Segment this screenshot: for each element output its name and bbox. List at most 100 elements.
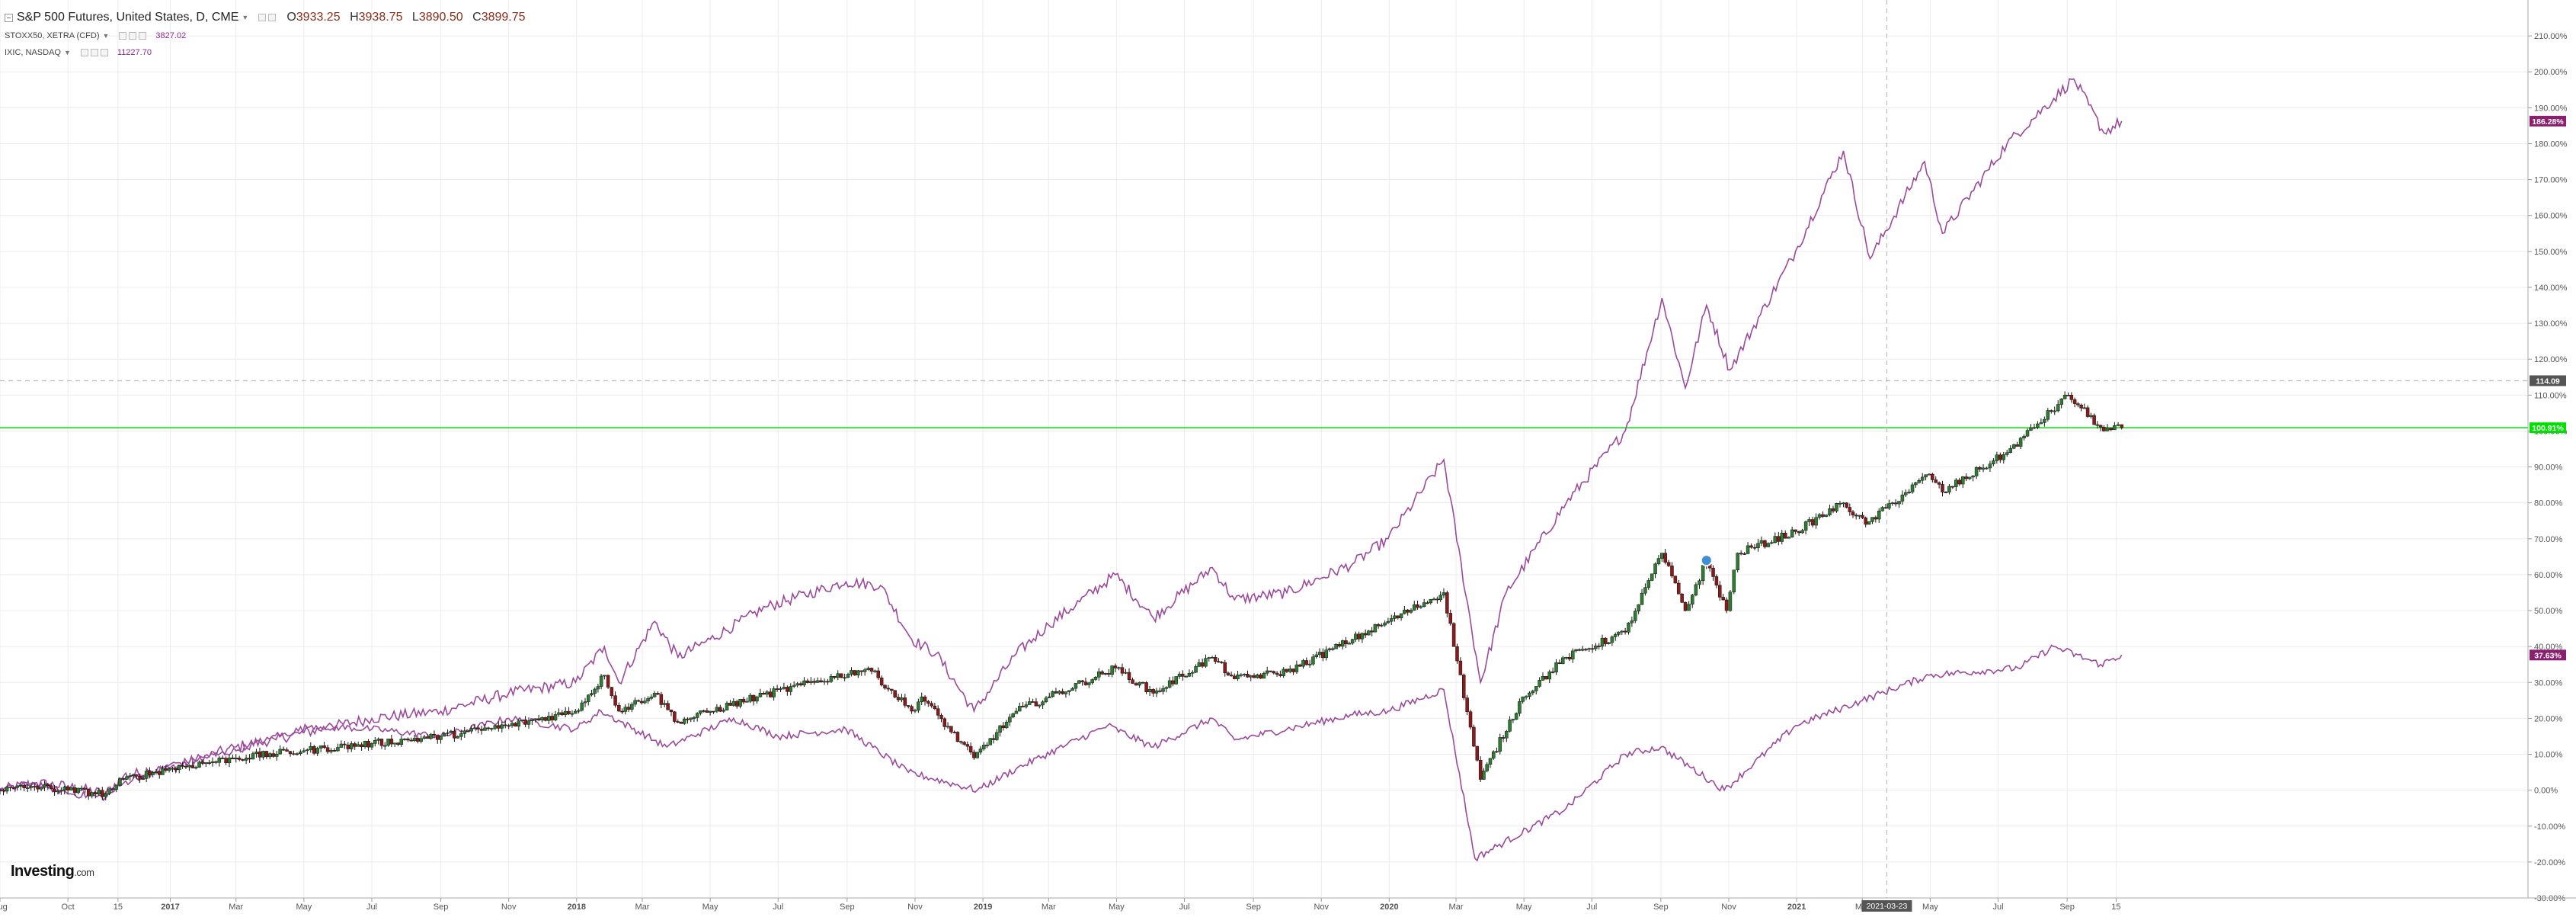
candle-body bbox=[90, 792, 94, 797]
candle-body bbox=[207, 762, 211, 764]
visibility-toggle-icon[interactable] bbox=[119, 32, 127, 40]
candle-body bbox=[1854, 515, 1858, 517]
candle-body bbox=[94, 792, 98, 795]
candle-body bbox=[295, 753, 299, 755]
y-tick-label: 30.00% bbox=[2534, 678, 2563, 688]
x-tick-label: Nov bbox=[1721, 903, 1736, 912]
candle-body bbox=[939, 715, 943, 720]
candle-body bbox=[1442, 592, 1446, 596]
candle-body bbox=[72, 787, 77, 794]
candle-body bbox=[866, 668, 870, 670]
ohlc-values: O3933.25 H3938.75 L3890.50 C3899.75 bbox=[286, 11, 531, 24]
chevron-down-icon[interactable]: ▼ bbox=[102, 32, 110, 40]
candle-body bbox=[1161, 688, 1165, 692]
candle-body bbox=[1978, 467, 1982, 470]
compare-series-title[interactable]: IXIC, NASDAQ bbox=[5, 48, 61, 57]
event-marker-icon[interactable] bbox=[1700, 554, 1713, 567]
candle-body bbox=[422, 736, 427, 739]
candle-body bbox=[1285, 669, 1289, 672]
candle-body bbox=[1468, 711, 1473, 728]
x-tick-label: 2020 bbox=[1380, 903, 1398, 912]
candle-body bbox=[1269, 670, 1272, 672]
close-icon[interactable] bbox=[139, 32, 147, 40]
candle-body bbox=[164, 768, 168, 771]
candle-body bbox=[254, 752, 258, 754]
candle-body bbox=[815, 680, 820, 683]
candle-body bbox=[1900, 494, 1905, 502]
candle-body bbox=[456, 736, 460, 739]
candle-body bbox=[2082, 407, 2087, 409]
candle-body bbox=[1167, 680, 1172, 688]
candle-body bbox=[702, 710, 706, 712]
visibility-toggle-icon[interactable] bbox=[258, 14, 267, 21]
candle-body bbox=[779, 688, 782, 690]
candle-body bbox=[181, 765, 184, 767]
candle-body bbox=[1746, 545, 1750, 554]
y-tick-label: -10.00% bbox=[2534, 822, 2565, 832]
settings-icon[interactable] bbox=[90, 49, 98, 56]
y-tick-label: 110.00% bbox=[2534, 391, 2567, 400]
candle-body bbox=[1396, 615, 1400, 618]
candle-body bbox=[2056, 404, 2060, 412]
candle-body bbox=[214, 761, 218, 763]
x-tick-label: Sep bbox=[434, 903, 449, 912]
candle-body bbox=[315, 748, 319, 754]
candle-body bbox=[128, 775, 132, 778]
legend-collapse-icon[interactable] bbox=[5, 13, 13, 22]
candle-body bbox=[1233, 675, 1237, 679]
compare-series-title[interactable]: STOXX50, XETRA (CFD) bbox=[5, 31, 100, 40]
settings-icon[interactable] bbox=[129, 32, 137, 40]
candle-body bbox=[79, 787, 84, 790]
candle-body bbox=[1370, 630, 1374, 633]
candle-body bbox=[1964, 476, 1968, 479]
candle-body bbox=[2059, 398, 2063, 405]
candle-body bbox=[1547, 672, 1552, 680]
candle-body bbox=[157, 771, 162, 775]
candle-body bbox=[1001, 725, 1006, 729]
candle-body bbox=[503, 724, 507, 726]
settings-icon[interactable] bbox=[268, 14, 277, 21]
y-tick-label: 10.00% bbox=[2534, 751, 2563, 760]
candle-body bbox=[662, 703, 667, 705]
candle-body bbox=[2025, 430, 2030, 437]
chevron-down-icon[interactable]: ▼ bbox=[63, 49, 71, 56]
candle-body bbox=[1014, 710, 1019, 714]
candle-body bbox=[2011, 444, 2016, 449]
candle-body bbox=[731, 701, 736, 706]
candle-body bbox=[83, 787, 87, 790]
chevron-down-icon[interactable]: ▼ bbox=[242, 14, 249, 21]
candle-body bbox=[533, 718, 538, 720]
candle-body bbox=[1787, 537, 1790, 539]
candle-body bbox=[1307, 663, 1312, 665]
candle-body bbox=[2, 790, 5, 792]
candle-body bbox=[466, 730, 470, 733]
candle-body bbox=[1291, 669, 1295, 672]
candle-body bbox=[1485, 764, 1489, 771]
x-tick-label: 2021 bbox=[1787, 903, 1806, 912]
candle-body bbox=[949, 726, 953, 733]
candle-body bbox=[1373, 624, 1378, 633]
candle-body bbox=[833, 676, 837, 678]
main-series-title[interactable]: S&P 500 Futures, United States, D, CME bbox=[17, 11, 239, 24]
close-icon[interactable] bbox=[100, 49, 108, 56]
candle-body bbox=[453, 730, 456, 739]
candle-body bbox=[1950, 486, 1955, 488]
candle-body bbox=[53, 788, 56, 793]
candle-body bbox=[1317, 652, 1322, 656]
candle-body bbox=[261, 751, 265, 758]
candle-body bbox=[1252, 675, 1256, 678]
visibility-toggle-icon[interactable] bbox=[80, 49, 88, 56]
candle-body bbox=[46, 784, 50, 787]
candle-body bbox=[442, 733, 446, 737]
candle-body bbox=[302, 750, 306, 752]
candle-body bbox=[1164, 687, 1169, 689]
candle-body bbox=[1311, 656, 1315, 665]
candle-body bbox=[107, 788, 111, 794]
candle-body bbox=[978, 749, 983, 753]
candle-body bbox=[1438, 595, 1442, 601]
candle-body bbox=[1828, 508, 1832, 515]
candle-body bbox=[1288, 669, 1292, 672]
candle-body bbox=[1210, 657, 1214, 659]
